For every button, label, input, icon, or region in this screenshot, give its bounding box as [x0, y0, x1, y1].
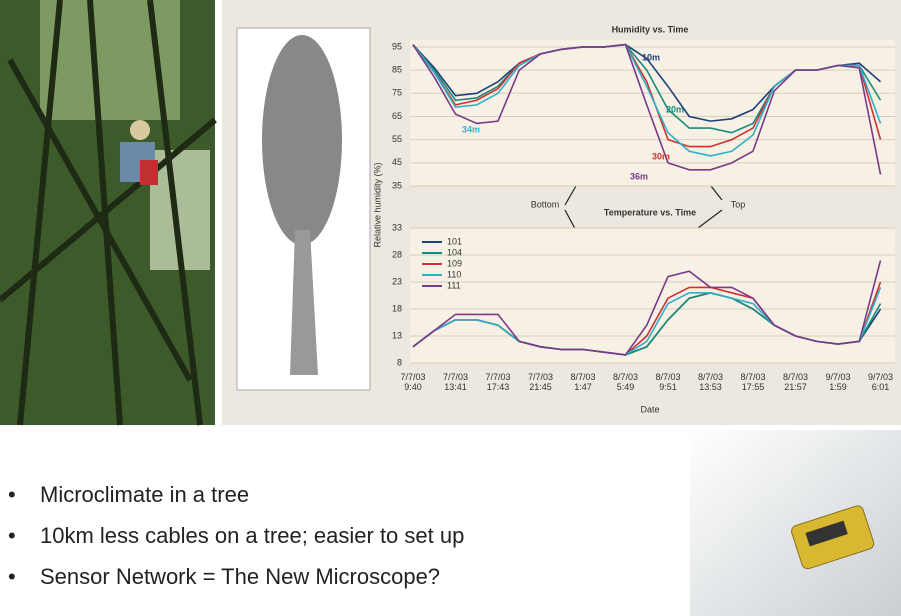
- annotation: 10m: [642, 52, 660, 62]
- x-tick-label: 8/7/03 5:49: [604, 372, 648, 392]
- annotation: 20m: [666, 104, 684, 114]
- y-tick-label: 28: [392, 249, 402, 259]
- sensor-photo: [690, 430, 901, 616]
- bullet-text: Sensor Network = The New Microscope?: [40, 564, 440, 590]
- tree-photo: [0, 0, 215, 425]
- y-tick-label: 23: [392, 276, 402, 286]
- chart-title: Temperature vs. Time: [604, 207, 696, 217]
- y-tick-label: 55: [392, 134, 402, 144]
- y-tick-label: 8: [397, 357, 402, 367]
- x-tick-label: 8/7/03 17:55: [731, 372, 775, 392]
- legend-label: 101: [447, 236, 462, 246]
- legend-label: 111: [447, 280, 461, 290]
- annotation: 34m: [462, 124, 480, 134]
- x-tick-label: 8/7/03 21:57: [774, 372, 818, 392]
- y-axis-label: Relative humidity (%): [372, 162, 382, 247]
- bullet-text: Microclimate in a tree: [40, 482, 249, 508]
- callout: Bottom: [531, 199, 560, 209]
- y-tick-label: 13: [392, 330, 402, 340]
- annotation: 30m: [652, 151, 670, 161]
- x-tick-label: 7/7/03 21:45: [519, 372, 563, 392]
- x-tick-label: 8/7/03 9:51: [646, 372, 690, 392]
- legend-label: 110: [447, 269, 461, 279]
- y-tick-label: 85: [392, 65, 402, 75]
- callout: Top: [731, 199, 746, 209]
- x-tick-label: 9/7/03 1:59: [816, 372, 860, 392]
- legend-label: 104: [447, 247, 462, 257]
- tree-drawing: [237, 28, 370, 390]
- x-tick-label: 7/7/03 13:41: [434, 372, 478, 392]
- y-tick-label: 95: [392, 41, 402, 51]
- bullet-item: •10km less cables on a tree; easier to s…: [8, 523, 16, 549]
- y-tick-label: 45: [392, 157, 402, 167]
- slide: Relative humidity (%) Bottom Top 35 45 55 6…: [0, 0, 901, 616]
- bullet-item: •Sensor Network = The New Microscope?: [8, 564, 16, 590]
- annotation: 36m: [630, 171, 648, 181]
- x-tick-label: 7/7/03 9:40: [391, 372, 435, 392]
- y-tick-label: 33: [392, 222, 402, 232]
- x-tick-label: 7/7/03 17:43: [476, 372, 520, 392]
- y-tick-label: 65: [392, 111, 402, 121]
- x-tick-label: 8/7/03 1:47: [561, 372, 605, 392]
- legend-label: 109: [447, 258, 462, 268]
- x-tick-label: 9/7/03 6:01: [859, 372, 901, 392]
- bullet-text: 10km less cables on a tree; easier to se…: [40, 523, 464, 549]
- y-tick-label: 75: [392, 88, 402, 98]
- y-tick-label: 18: [392, 303, 402, 313]
- x-axis-title: Date: [640, 404, 659, 414]
- bullet-item: •Microclimate in a tree: [8, 482, 16, 508]
- x-tick-label: 8/7/03 13:53: [689, 372, 733, 392]
- chart-title: Humidity vs. Time: [612, 24, 689, 34]
- y-tick-label: 35: [392, 180, 402, 190]
